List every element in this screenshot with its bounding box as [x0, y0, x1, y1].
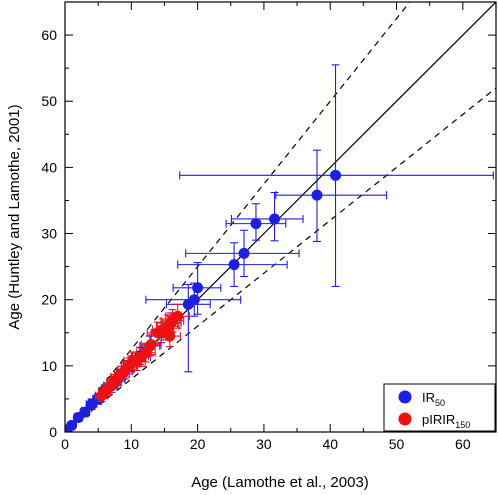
- data-point: [152, 327, 164, 339]
- data-point: [269, 213, 281, 225]
- data-point: [65, 424, 73, 432]
- data-point: [192, 282, 204, 294]
- x-tick-label: 60: [455, 436, 471, 452]
- x-tick-label: 20: [190, 436, 206, 452]
- x-tick-label: 50: [389, 436, 405, 452]
- data-point: [95, 390, 107, 402]
- data-point: [86, 398, 98, 410]
- y-tick-label: 60: [41, 27, 57, 43]
- data-points: [65, 64, 494, 432]
- x-tick-label: 30: [256, 436, 272, 452]
- x-axis-title: Age (Lamothe et al., 2003): [191, 474, 369, 491]
- plot-frame: [64, 1, 497, 433]
- data-point: [164, 330, 176, 342]
- y-tick-label: 20: [41, 292, 57, 308]
- legend-label-ir50: IR50: [422, 390, 445, 408]
- legend-marker-pirir150: [398, 412, 412, 426]
- data-point: [182, 298, 194, 310]
- data-point: [311, 189, 323, 201]
- data-point: [228, 259, 240, 271]
- data-point: [330, 169, 342, 181]
- y-tick-label: 30: [41, 226, 57, 242]
- dashed-reference-line: [65, 87, 496, 432]
- y-tick-label: 40: [41, 159, 57, 175]
- data-point: [72, 411, 84, 423]
- y-tick-label: 10: [41, 358, 57, 374]
- y-axis-ticks: 0 10 20 30 40 50 60: [41, 1, 496, 440]
- legend-marker-ir50: [398, 390, 412, 404]
- data-point: [238, 247, 250, 259]
- x-tick-label: 10: [124, 436, 140, 452]
- dashed-reference-line: [65, 2, 411, 432]
- series-ir50: [65, 64, 494, 432]
- x-tick-label: 40: [322, 436, 338, 452]
- data-point: [145, 339, 157, 351]
- legend: IR50 pIRIR150: [383, 383, 496, 432]
- legend-label-pirir150: pIRIR150: [422, 412, 470, 430]
- data-point: [250, 218, 262, 230]
- y-axis-title: Age (Huntley and Lamothe, 2001): [6, 104, 23, 329]
- series-pirir150: [94, 303, 191, 403]
- y-tick-label: 50: [41, 93, 57, 109]
- y-tick-label: 0: [49, 424, 57, 440]
- x-tick-label: 0: [61, 436, 69, 452]
